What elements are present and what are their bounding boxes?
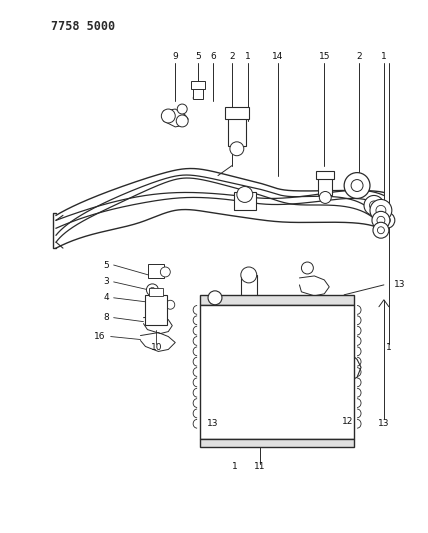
Circle shape [230, 142, 244, 156]
Text: 10: 10 [151, 343, 162, 352]
Circle shape [370, 199, 392, 221]
Circle shape [351, 180, 363, 191]
Bar [200, 439, 354, 447]
Bar [193, 84, 203, 99]
Text: 5: 5 [103, 261, 109, 270]
Text: 1: 1 [245, 52, 251, 61]
Bar [146, 295, 167, 325]
Text: 11: 11 [254, 462, 265, 471]
Circle shape [237, 187, 253, 203]
Text: 1: 1 [262, 343, 268, 352]
Bar [149, 264, 164, 278]
Text: 13: 13 [378, 419, 389, 429]
Text: 5: 5 [304, 343, 310, 352]
Text: 5: 5 [195, 52, 201, 61]
Bar [149, 288, 163, 296]
Text: 4: 4 [103, 293, 109, 302]
Circle shape [161, 109, 175, 123]
Text: 15: 15 [318, 52, 330, 61]
Text: 9: 9 [330, 343, 335, 352]
Circle shape [301, 262, 313, 274]
Text: 7: 7 [246, 343, 252, 352]
Text: 2: 2 [356, 52, 362, 61]
Circle shape [372, 212, 390, 229]
Circle shape [364, 196, 384, 215]
Circle shape [377, 227, 384, 233]
Text: 6: 6 [210, 52, 216, 61]
Circle shape [208, 291, 222, 305]
Circle shape [377, 216, 385, 224]
Circle shape [379, 212, 395, 228]
Circle shape [176, 115, 188, 127]
Circle shape [383, 217, 390, 224]
Bar [200, 295, 354, 305]
Text: 1: 1 [386, 343, 392, 352]
Circle shape [376, 205, 386, 215]
Text: 6: 6 [316, 343, 322, 352]
Text: 1: 1 [232, 462, 238, 471]
Circle shape [150, 287, 155, 292]
Bar [316, 171, 334, 179]
Text: 16: 16 [94, 332, 106, 341]
Circle shape [309, 300, 319, 310]
Circle shape [369, 201, 378, 210]
Circle shape [241, 267, 257, 283]
Text: 12: 12 [342, 417, 354, 426]
Circle shape [373, 222, 389, 238]
Bar [200, 305, 354, 439]
Circle shape [146, 284, 158, 296]
Circle shape [160, 267, 170, 277]
Text: 7758 5000: 7758 5000 [51, 20, 115, 33]
Bar [191, 81, 205, 89]
Text: 13: 13 [394, 280, 405, 289]
Bar [225, 107, 249, 119]
Circle shape [241, 302, 257, 318]
Text: 9: 9 [172, 52, 178, 61]
Bar [241, 275, 257, 310]
Circle shape [344, 173, 370, 198]
Text: 14: 14 [272, 52, 283, 61]
Text: 13: 13 [207, 419, 219, 429]
Text: 1: 1 [381, 52, 387, 61]
Circle shape [166, 300, 175, 309]
Text: 2: 2 [229, 52, 235, 61]
Bar [228, 118, 246, 146]
Bar [234, 192, 256, 211]
Text: 3: 3 [103, 277, 109, 286]
Circle shape [177, 104, 187, 114]
Text: 8: 8 [103, 313, 109, 322]
Bar [318, 175, 332, 196]
Circle shape [319, 191, 331, 204]
